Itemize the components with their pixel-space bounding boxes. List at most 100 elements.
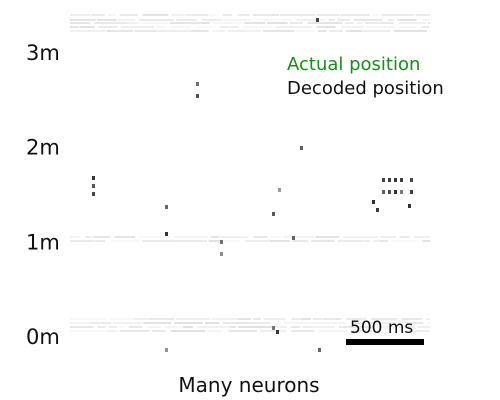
- raster-bin: [138, 19, 174, 21]
- raster-bin: [353, 19, 382, 21]
- raster-bin: [292, 240, 308, 242]
- raster-cell: [165, 205, 168, 209]
- raster-bin: [138, 236, 172, 238]
- raster-bin: [289, 22, 303, 24]
- raster-bin: [259, 330, 287, 332]
- raster-bin: [106, 30, 133, 32]
- raster-bin: [118, 326, 125, 328]
- raster-bin: [310, 322, 346, 324]
- raster-bin: [393, 30, 427, 32]
- raster-bin: [291, 318, 301, 320]
- raster-bin: [223, 19, 237, 21]
- raster-bin: [378, 330, 409, 332]
- raster-bin: [204, 322, 220, 324]
- raster-bin: [387, 19, 394, 21]
- raster-cell: [92, 176, 95, 180]
- raster-bin: [311, 326, 335, 328]
- raster-bin: [351, 322, 365, 324]
- raster-bin: [283, 322, 311, 324]
- raster-cell: [410, 178, 413, 182]
- raster-bin: [329, 30, 344, 32]
- raster-bin: [250, 322, 272, 324]
- raster-cell: [388, 178, 391, 182]
- raster-bin: [242, 26, 273, 28]
- raster-bin: [110, 240, 140, 242]
- raster-bin: [414, 236, 430, 238]
- raster-bin: [371, 14, 381, 16]
- raster-bin: [266, 22, 288, 24]
- raster-bin: [70, 19, 96, 21]
- raster-bin: [381, 14, 415, 16]
- raster-bin: [426, 318, 430, 320]
- raster-bin: [220, 26, 239, 28]
- raster-bin: [399, 22, 427, 24]
- raster-cell: [272, 326, 275, 330]
- raster-bin: [70, 240, 95, 242]
- raster-cell: [272, 212, 275, 216]
- raster-bin: [93, 236, 110, 238]
- raster-bin: [108, 326, 118, 328]
- raster-bin: [170, 330, 206, 332]
- legend-decoded-position: Decoded position: [287, 78, 444, 99]
- raster-bin: [365, 22, 394, 24]
- raster-bin: [176, 19, 198, 21]
- raster-bin: [428, 322, 430, 324]
- raster-cell: [400, 190, 403, 194]
- raster-bin: [219, 236, 248, 238]
- raster-bin: [371, 318, 398, 320]
- raster-bin: [120, 26, 154, 28]
- raster-cell: [92, 192, 95, 196]
- raster-cell: [372, 200, 375, 204]
- raster-bin: [114, 236, 135, 238]
- raster-bin: [237, 318, 252, 320]
- raster-bin: [428, 22, 430, 24]
- raster-bin: [147, 326, 161, 328]
- raster-bin: [185, 14, 209, 16]
- raster-bin: [169, 22, 201, 24]
- raster-bin: [156, 30, 191, 32]
- raster-bin: [344, 22, 354, 24]
- raster-bin: [252, 14, 280, 16]
- raster-bin: [98, 26, 118, 28]
- raster-cell: [382, 178, 385, 182]
- raster-bin: [84, 236, 92, 238]
- raster-bin: [405, 322, 424, 324]
- raster-bin: [222, 14, 233, 16]
- raster-bin: [201, 22, 210, 24]
- raster-cell: [410, 190, 413, 194]
- raster-bin: [237, 14, 250, 16]
- raster-bin: [415, 14, 430, 16]
- raster-bin: [208, 240, 222, 242]
- raster-bin: [97, 326, 107, 328]
- raster-cell: [165, 232, 168, 236]
- y-tick-label: 3m: [26, 41, 60, 65]
- raster-bin: [316, 26, 336, 28]
- raster-bin: [328, 19, 336, 21]
- raster-bin: [290, 326, 301, 328]
- scale-bar-label: 500 ms: [350, 318, 413, 338]
- raster-bin: [207, 330, 223, 332]
- raster-cell: [276, 330, 279, 334]
- raster-bin: [106, 330, 118, 332]
- raster-cell: [394, 178, 397, 182]
- raster-bin: [296, 19, 326, 21]
- raster-bin: [378, 326, 405, 328]
- raster-bin: [70, 236, 80, 238]
- raster-bin: [149, 318, 175, 320]
- raster-bin: [70, 326, 94, 328]
- raster-bin: [366, 26, 395, 28]
- raster-bin: [90, 322, 112, 324]
- raster-bin: [227, 30, 261, 32]
- raster-bin: [142, 22, 169, 24]
- raster-bin: [319, 330, 348, 332]
- raster-bin: [421, 26, 430, 28]
- raster-cell: [400, 178, 403, 182]
- raster-bin: [197, 326, 230, 328]
- raster-bin: [337, 240, 364, 242]
- raster-bin: [274, 322, 281, 324]
- raster-bin: [340, 14, 370, 16]
- raster-bin: [70, 330, 106, 332]
- raster-bin: [339, 326, 374, 328]
- raster-bin: [356, 22, 363, 24]
